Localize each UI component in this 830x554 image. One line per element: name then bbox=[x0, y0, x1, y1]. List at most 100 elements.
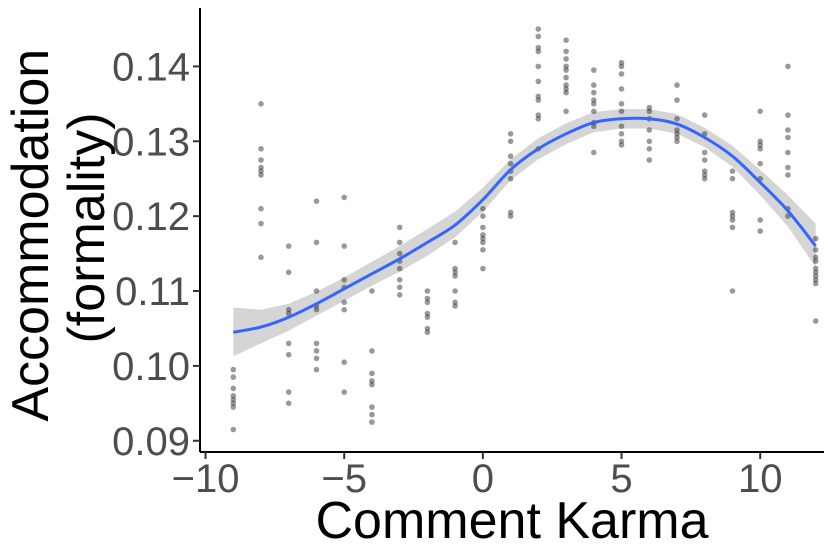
data-point bbox=[396, 250, 403, 257]
data-point bbox=[313, 340, 320, 347]
data-point bbox=[341, 243, 348, 249]
data-point bbox=[396, 277, 403, 283]
data-point bbox=[369, 404, 375, 410]
data-point bbox=[674, 97, 680, 103]
data-point bbox=[424, 288, 431, 294]
data-point bbox=[285, 351, 292, 358]
data-point bbox=[812, 258, 819, 264]
confidence-band-layer bbox=[233, 109, 816, 357]
data-point bbox=[369, 370, 375, 377]
data-point bbox=[757, 146, 763, 152]
data-point bbox=[285, 400, 292, 407]
data-point bbox=[563, 89, 569, 96]
y-tick-label: 0.13 bbox=[112, 120, 190, 164]
x-tick-label: −5 bbox=[321, 457, 367, 501]
data-point bbox=[341, 299, 348, 306]
data-point bbox=[785, 134, 791, 141]
data-point bbox=[785, 164, 791, 171]
scatter-points-layer bbox=[230, 26, 819, 433]
x-tick-label: 10 bbox=[738, 457, 783, 501]
y-tick-label: 0.10 bbox=[112, 345, 190, 389]
data-point bbox=[563, 108, 569, 115]
data-point bbox=[313, 198, 320, 204]
data-point bbox=[396, 265, 403, 272]
data-point bbox=[674, 116, 680, 122]
data-point bbox=[258, 157, 264, 163]
data-point bbox=[313, 288, 320, 294]
data-point bbox=[701, 112, 708, 118]
data-point bbox=[452, 288, 458, 294]
data-point bbox=[757, 108, 763, 115]
data-point bbox=[785, 112, 791, 118]
data-point bbox=[591, 89, 597, 96]
data-point bbox=[313, 239, 320, 246]
x-tick-label: −10 bbox=[172, 457, 240, 501]
data-point bbox=[591, 149, 597, 156]
data-point bbox=[535, 63, 542, 70]
data-point bbox=[507, 138, 514, 145]
data-point bbox=[369, 419, 375, 425]
data-point bbox=[618, 142, 625, 148]
data-point bbox=[230, 426, 237, 433]
data-point bbox=[480, 247, 486, 253]
data-point bbox=[563, 74, 569, 81]
data-point bbox=[369, 348, 375, 354]
data-point bbox=[785, 127, 791, 133]
y-tick-label: 0.11 bbox=[115, 270, 190, 314]
data-point bbox=[812, 280, 819, 287]
data-point bbox=[285, 310, 292, 317]
data-point bbox=[591, 82, 597, 88]
data-point bbox=[230, 404, 237, 410]
data-point bbox=[452, 273, 458, 279]
data-point bbox=[285, 340, 292, 347]
data-point bbox=[535, 116, 542, 122]
data-point bbox=[313, 348, 320, 354]
confidence-band bbox=[233, 109, 816, 357]
data-point bbox=[591, 108, 597, 115]
data-point bbox=[396, 239, 403, 246]
data-point bbox=[674, 138, 680, 145]
data-point bbox=[729, 175, 736, 182]
data-point bbox=[285, 243, 292, 249]
data-point bbox=[729, 168, 736, 174]
data-point bbox=[452, 303, 458, 309]
data-point bbox=[507, 131, 514, 137]
data-point bbox=[258, 220, 264, 227]
data-point bbox=[618, 71, 625, 77]
data-point bbox=[785, 63, 791, 70]
data-point bbox=[507, 213, 514, 219]
data-point bbox=[258, 101, 264, 107]
y-axis-ticks: 0.09 0.10 0.11 0.12 0.13 0.14 bbox=[112, 45, 200, 464]
data-point bbox=[535, 48, 542, 55]
data-point bbox=[535, 33, 542, 40]
data-point bbox=[646, 157, 653, 163]
data-point bbox=[424, 314, 431, 321]
data-point bbox=[341, 359, 348, 366]
data-point bbox=[480, 239, 486, 246]
data-point bbox=[369, 288, 375, 294]
data-point bbox=[507, 153, 514, 159]
data-point bbox=[341, 389, 348, 395]
data-point bbox=[563, 37, 569, 43]
data-point bbox=[591, 101, 597, 107]
data-point bbox=[591, 123, 597, 130]
data-point bbox=[424, 299, 431, 306]
data-point bbox=[646, 127, 653, 133]
data-point bbox=[812, 235, 819, 242]
data-point bbox=[258, 254, 264, 261]
data-point bbox=[230, 374, 237, 380]
data-point bbox=[341, 306, 348, 313]
data-point bbox=[507, 175, 514, 182]
data-point bbox=[396, 292, 403, 298]
data-point bbox=[563, 48, 569, 55]
data-point bbox=[618, 101, 625, 107]
data-point bbox=[646, 146, 653, 152]
data-point bbox=[258, 172, 264, 178]
data-point bbox=[618, 123, 625, 130]
x-axis-title: Comment Karma bbox=[316, 492, 709, 550]
x-axis-ticks: −10 −5 0 5 10 bbox=[172, 452, 783, 501]
y-tick-label: 0.14 bbox=[112, 45, 190, 89]
data-point bbox=[452, 239, 458, 246]
data-point bbox=[285, 389, 292, 395]
